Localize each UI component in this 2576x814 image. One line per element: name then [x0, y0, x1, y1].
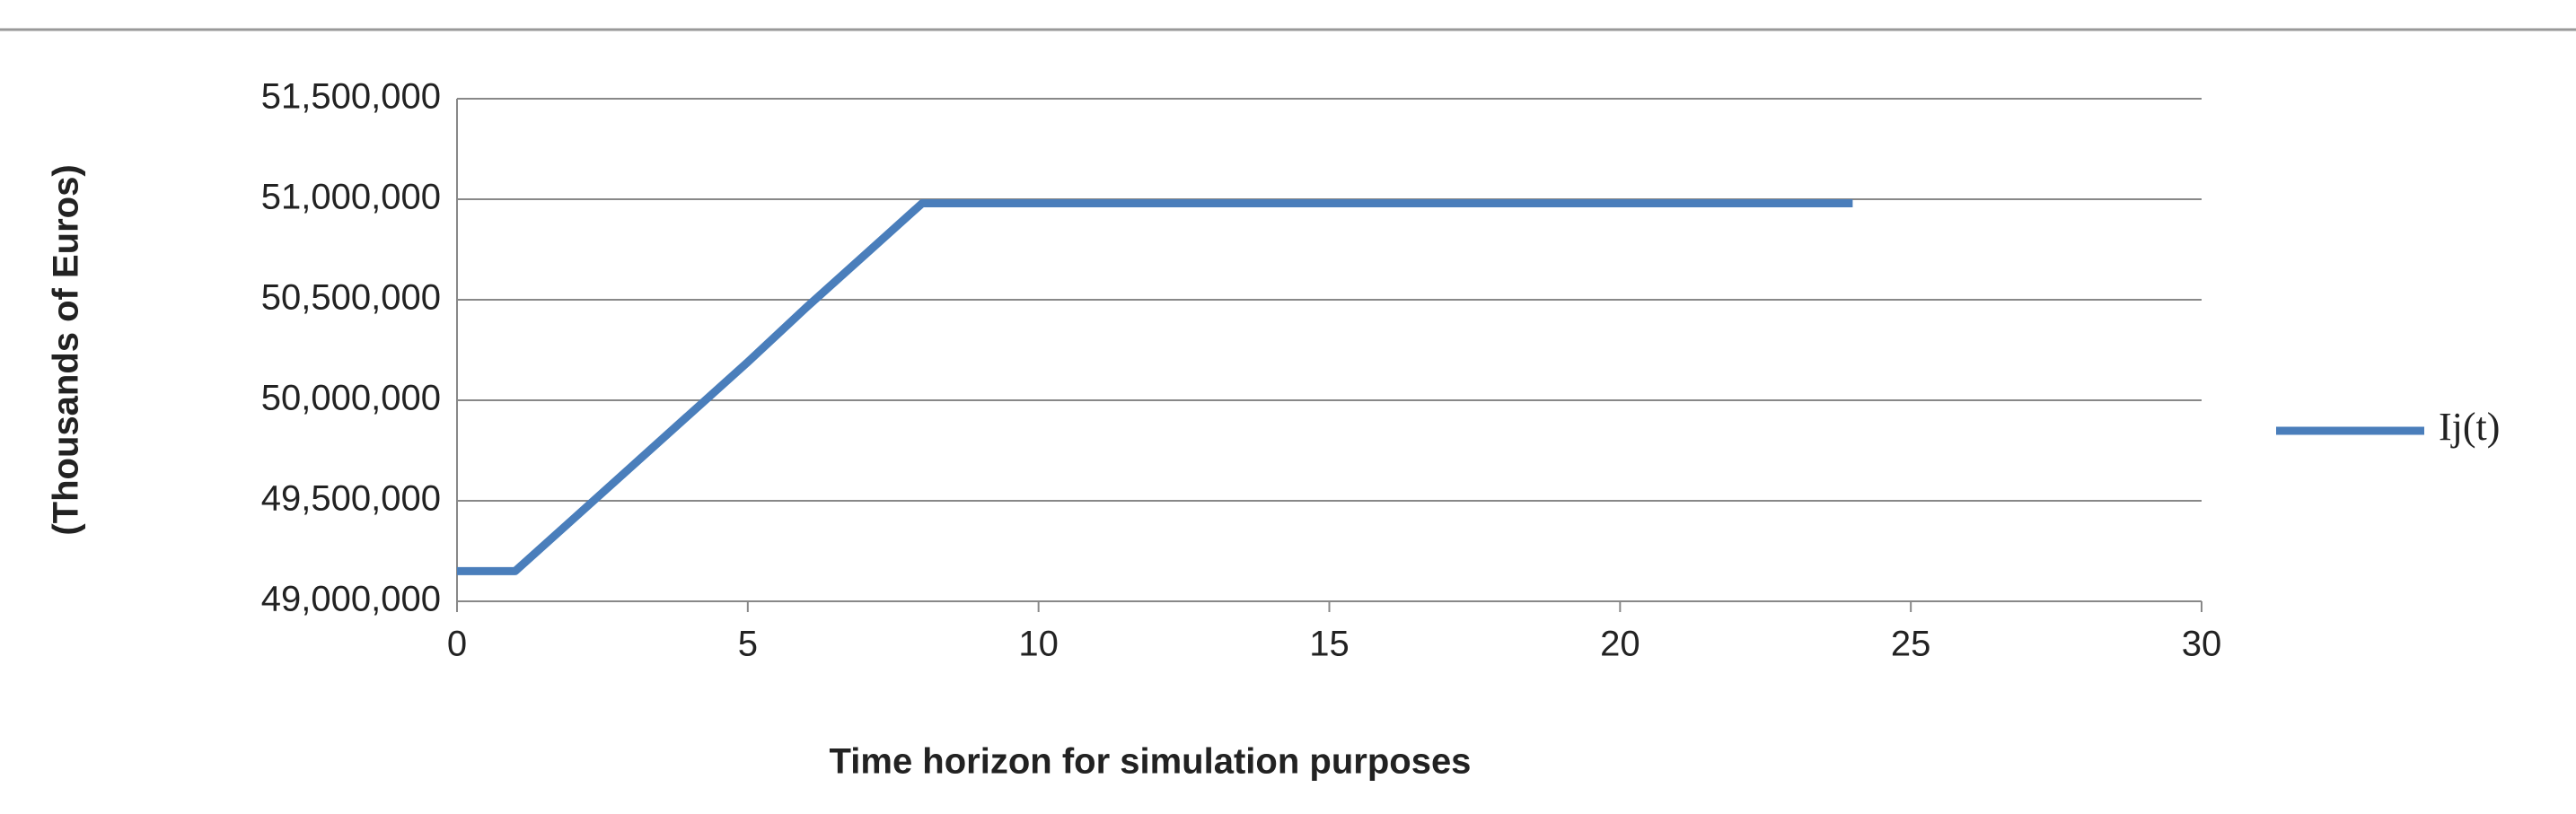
y-tick-label: 49,000,000	[261, 580, 441, 619]
series-line	[457, 198, 1853, 575]
y-tick-label: 51,000,000	[261, 178, 441, 217]
x-tick-label: 25	[1891, 625, 1931, 664]
x-tick-label: 10	[1018, 625, 1059, 664]
legend-label: Ij(t)	[2439, 405, 2500, 449]
y-tick-label: 49,500,000	[261, 479, 441, 519]
y-tick-label: 50,500,000	[261, 278, 441, 318]
x-tick-label: 5	[738, 625, 758, 664]
x-axis-title: Time horizon for simulation purposes	[830, 742, 1472, 782]
x-tick-label: 30	[2182, 625, 2222, 664]
x-tick-label: 20	[1600, 625, 1640, 664]
x-tick-label: 15	[1309, 625, 1350, 664]
y-tick-label: 51,500,000	[261, 77, 441, 117]
x-tick-label: 0	[447, 625, 467, 664]
y-axis-title: (Thousands of Euros)	[47, 164, 86, 535]
y-tick-label: 50,000,000	[261, 379, 441, 418]
